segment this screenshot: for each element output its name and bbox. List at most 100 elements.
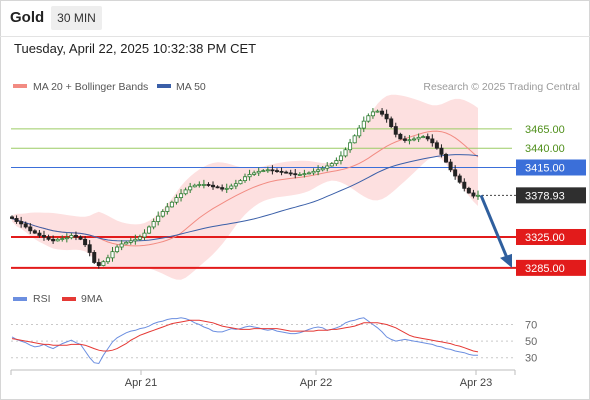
candle-body	[206, 184, 211, 186]
candle-body	[183, 189, 188, 195]
last-price-label: 3378.93	[525, 190, 565, 202]
candle-body	[51, 238, 56, 242]
candle-body	[142, 232, 147, 238]
candle-body	[375, 110, 380, 113]
timeframe-button[interactable]: 30 MIN	[51, 6, 102, 30]
pivot-label-3415.00: 3415.00	[525, 162, 565, 174]
candle-body	[462, 181, 467, 189]
candle-body	[37, 232, 42, 236]
forecast-arrow-head	[500, 253, 512, 268]
candle-body	[252, 172, 257, 175]
rsi-panel: 70 50 30	[11, 317, 537, 365]
candle-body	[348, 142, 353, 151]
candle-body	[247, 174, 252, 178]
candle-body	[293, 173, 298, 176]
candle-body	[288, 172, 293, 175]
candle-body	[316, 169, 321, 172]
candle-body	[366, 115, 371, 122]
ma50-legend-label: MA 50	[176, 81, 206, 93]
research-credit: Research © 2025 Trading Central	[423, 81, 580, 93]
ma50-line	[11, 154, 479, 242]
candle-body	[110, 251, 115, 259]
rsi-ma-legend-label: 9MA	[81, 293, 103, 305]
candle-body	[229, 185, 234, 189]
candle-body	[297, 174, 302, 176]
last-price-box	[516, 187, 586, 204]
support-label-3325.00: 3325.00	[525, 232, 565, 244]
bollinger-band-area	[12, 94, 478, 280]
candle-body	[361, 120, 366, 129]
candle-body	[160, 211, 165, 217]
rsi-tick-50: 50	[525, 336, 537, 348]
rsi-legend-swatch	[13, 297, 27, 301]
resistance-label-3465.00: 3465.00	[525, 124, 565, 136]
candle-body	[197, 184, 202, 186]
candle-body	[380, 110, 385, 115]
support-label-3285.00: 3285.00	[525, 263, 565, 275]
rsi-ma-legend-swatch	[62, 297, 76, 301]
candle-body	[421, 136, 426, 139]
candle-body	[169, 201, 174, 208]
candle-body	[425, 136, 430, 140]
candle-body	[174, 197, 179, 203]
candle-body	[302, 173, 307, 176]
candle-body	[78, 236, 83, 240]
candle-body	[19, 221, 24, 225]
x-tick-label-2: Apr 23	[460, 377, 492, 389]
candle-body	[370, 111, 375, 117]
candle-body	[151, 221, 156, 228]
candle-body	[211, 184, 216, 188]
x-axis: Apr 21 Apr 22 Apr 23	[10, 370, 516, 389]
candle-body	[329, 163, 334, 167]
rsi-tick-70: 70	[525, 319, 537, 331]
candle-body	[238, 180, 243, 185]
candle-body	[384, 113, 389, 120]
candle-body	[475, 194, 480, 197]
candle-body	[147, 226, 152, 234]
candle-body	[434, 142, 439, 149]
candle-body	[334, 160, 339, 165]
candle-body	[192, 184, 197, 188]
candle-body	[448, 161, 453, 171]
chart-header: Gold 30 MIN	[0, 0, 590, 37]
candle-body	[412, 138, 417, 141]
symbol-title: Gold	[10, 9, 45, 26]
candle-body	[416, 136, 421, 140]
candle-body	[398, 133, 403, 140]
candle-body	[402, 138, 407, 141]
candle-body	[279, 170, 284, 173]
candle-body	[457, 175, 462, 183]
candle-body	[92, 252, 97, 263]
candle-body	[444, 153, 449, 163]
candle-body	[320, 167, 325, 171]
price-panel: 3465.00 3440.00 3415.00 3325.00 3285.00 3378.…	[9, 94, 586, 280]
rsi-legend-label: RSI	[33, 293, 51, 305]
candle-body	[389, 118, 394, 127]
candle-body	[83, 238, 88, 246]
candle-body	[60, 238, 65, 240]
candle-body	[215, 186, 220, 189]
candle-body	[233, 183, 238, 187]
candle-body	[32, 230, 37, 234]
rsi-tick-30: 30	[525, 353, 537, 365]
candle-body	[64, 237, 69, 240]
candle-body	[179, 193, 184, 199]
candle-body	[115, 246, 120, 253]
candle-body	[28, 226, 33, 232]
candle-body	[256, 170, 261, 174]
ma20-legend-swatch	[13, 84, 27, 88]
resistance-label-3440.00: 3440.00	[525, 143, 565, 155]
candle-body	[124, 241, 129, 245]
candle-body	[128, 240, 133, 243]
candle-body	[9, 216, 14, 219]
candle-body	[242, 176, 247, 182]
candle-body	[105, 257, 110, 263]
rsi-series-9ma	[11, 319, 479, 353]
candle-body	[261, 170, 266, 172]
forecast-arrow-shaft	[479, 194, 509, 259]
candle-body	[188, 186, 193, 191]
candle-body	[69, 235, 74, 239]
candle-body	[96, 262, 101, 266]
candle-body	[41, 235, 46, 238]
